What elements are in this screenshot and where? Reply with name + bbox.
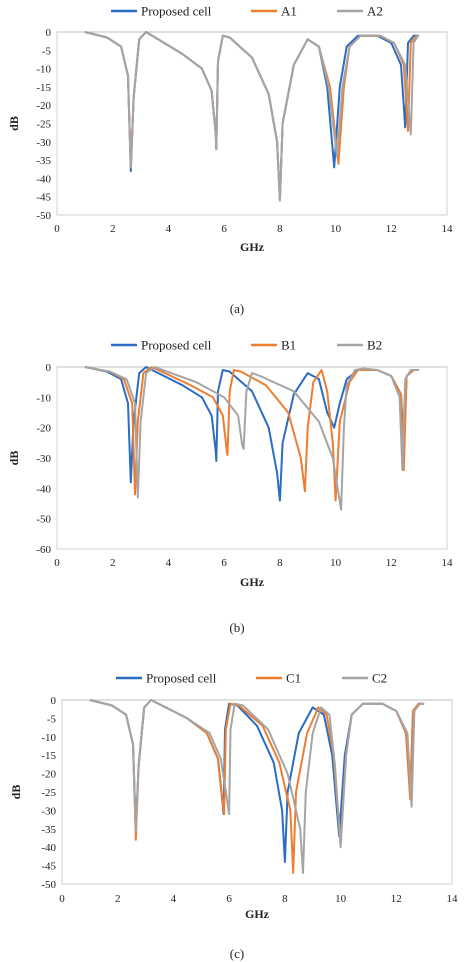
y-axis-title: dB (7, 116, 21, 131)
x-tick-label: 10 (335, 893, 347, 905)
x-tick-label: 4 (171, 893, 177, 905)
x-tick-label: 8 (277, 557, 283, 569)
y-tick-label: -40 (36, 483, 51, 495)
y-tick-label: -10 (41, 732, 56, 744)
figure-caption: (b) (229, 620, 244, 635)
legend-label: Proposed cell (141, 338, 212, 353)
y-tick-label: -30 (36, 137, 51, 149)
y-tick-label: -5 (47, 713, 57, 725)
plot-area (56, 366, 448, 550)
x-tick-label: 4 (166, 557, 172, 569)
chart-panel-3: 0-5-10-15-20-25-30-35-40-45-500 2 4 6 8 10 12 1… (9, 671, 458, 962)
figure-caption: (a) (230, 301, 244, 316)
chart-panel-2: 0-10-20-30-40-50-600 2 4 6 8 10 12 14GHzdBPropo… (7, 338, 453, 636)
x-tick-label: 6 (221, 223, 227, 235)
legend-label: A1 (281, 4, 297, 19)
y-tick-label: 0 (46, 27, 52, 39)
y-tick-label: -15 (36, 82, 51, 94)
x-tick-label: 0 (59, 893, 65, 905)
series-line-a2 (84, 31, 420, 202)
legend-label: Proposed cell (141, 4, 212, 19)
y-tick-label: -5 (42, 45, 52, 57)
legend-label: Proposed cell (146, 671, 217, 686)
y-tick-label: -35 (36, 155, 51, 167)
legend-label: A2 (367, 4, 383, 19)
y-axis-title: dB (9, 785, 23, 800)
x-tick-label: 6 (226, 893, 232, 905)
x-tick-label: 14 (447, 893, 459, 905)
x-tick-label: 6 (221, 557, 227, 569)
x-tick-label: 4 (166, 223, 172, 235)
y-tick-label: -50 (41, 879, 56, 891)
legend-label: B2 (367, 338, 382, 353)
y-tick-label: -50 (36, 210, 51, 222)
x-tick-label: 8 (277, 223, 283, 235)
y-tick-label: -15 (41, 750, 56, 762)
x-tick-label: 2 (115, 893, 121, 905)
y-tick-label: -45 (41, 861, 56, 873)
y-tick-label: -60 (36, 544, 51, 556)
y-tick-label: 0 (46, 362, 52, 374)
x-tick-label: 2 (110, 557, 116, 569)
x-axis-title: GHz (245, 907, 270, 921)
series-line-b2 (84, 366, 420, 511)
y-tick-label: -10 (36, 64, 51, 76)
y-tick-label: -30 (41, 805, 56, 817)
y-tick-label: -30 (36, 453, 51, 465)
x-tick-label: 10 (330, 557, 342, 569)
y-axis-title: dB (7, 451, 21, 466)
y-tick-label: -40 (41, 842, 56, 854)
y-tick-label: -20 (41, 769, 56, 781)
chart-panel-1: 0-5-10-15-20-25-30-35-40-45-500 2 4 6 8 10 12 1… (7, 4, 453, 317)
x-axis-title: GHz (240, 240, 265, 254)
x-tick-label: 14 (442, 223, 454, 235)
x-tick-label: 2 (110, 223, 116, 235)
y-tick-label: -45 (36, 192, 51, 204)
figure-caption: (c) (230, 946, 244, 961)
y-tick-label: -40 (36, 173, 51, 185)
series-line-c2 (89, 699, 425, 874)
x-tick-label: 12 (386, 223, 397, 235)
y-tick-label: -35 (41, 824, 56, 836)
x-tick-label: 0 (54, 557, 60, 569)
x-tick-label: 12 (391, 893, 402, 905)
y-tick-label: -10 (36, 392, 51, 404)
x-tick-label: 14 (442, 557, 454, 569)
x-tick-label: 12 (386, 557, 397, 569)
x-tick-label: 10 (330, 223, 342, 235)
x-tick-label: 0 (54, 223, 60, 235)
series-line-proposed-cell (89, 699, 425, 863)
legend-label: C1 (286, 671, 301, 686)
y-tick-label: -50 (36, 514, 51, 526)
x-tick-label: 8 (282, 893, 288, 905)
y-tick-label: -25 (36, 119, 51, 131)
y-tick-label: -20 (36, 423, 51, 435)
y-tick-label: -25 (41, 787, 56, 799)
x-axis-title: GHz (240, 575, 265, 589)
y-tick-label: 0 (51, 695, 57, 707)
y-tick-label: -20 (36, 100, 51, 112)
legend-label: C2 (372, 671, 387, 686)
legend-label: B1 (281, 338, 296, 353)
